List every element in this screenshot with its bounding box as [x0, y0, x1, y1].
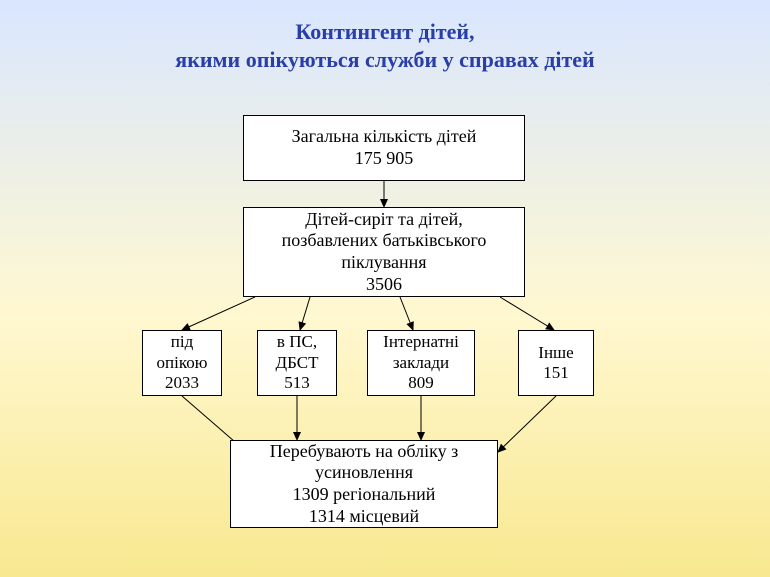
node-text-line: 1309 регіональний [293, 484, 436, 506]
node-text-line: заклади [393, 353, 449, 373]
node-orphans: Дітей-сиріт та дітей,позбавлених батьків… [243, 207, 525, 297]
node-text-line: 513 [284, 373, 310, 393]
arrow-orphans-to-leaf4 [500, 297, 554, 330]
node-text-line: Інтернатні [383, 332, 459, 352]
arrow-orphans-to-leaf1 [182, 297, 255, 330]
node-adoption-registry: Перебувають на обліку зусиновлення1309 р… [230, 440, 498, 528]
node-under-guardianship: підопікою2033 [142, 330, 222, 396]
node-text-line: під [171, 332, 193, 352]
node-text-line: Дітей-сиріт та дітей, [305, 209, 462, 231]
arrow-orphans-to-leaf2 [300, 297, 310, 330]
node-total-children: Загальна кількість дітей175 905 [243, 115, 525, 181]
node-text-line: Загальна кількість дітей [292, 126, 477, 148]
arrow-leaf4-to-bottom [498, 396, 556, 452]
node-text-line: позбавлених батьківського [282, 230, 487, 252]
node-text-line: усиновлення [315, 462, 413, 484]
node-boarding-inst: Інтернатнізаклади809 [367, 330, 475, 396]
node-text-line: 1314 місцевий [309, 506, 419, 528]
node-text-line: 3506 [366, 274, 402, 296]
node-text-line: ДБСТ [276, 353, 319, 373]
node-text-line: в ПС, [277, 332, 317, 352]
node-text-line: 809 [408, 373, 434, 393]
diagram-canvas: Контингент дітей, якими опікуються служб… [0, 0, 770, 577]
title-line-1: Контингент дітей, [295, 19, 474, 44]
node-text-line: 175 905 [355, 148, 414, 170]
node-text-line: піклування [341, 252, 426, 274]
node-text-line: Інше [538, 343, 573, 363]
page-title: Контингент дітей, якими опікуються служб… [0, 18, 770, 73]
node-other: Інше151 [518, 330, 594, 396]
node-foster-dbst: в ПС,ДБСТ513 [257, 330, 337, 396]
arrow-orphans-to-leaf3 [400, 297, 413, 330]
node-text-line: 151 [543, 363, 569, 383]
node-text-line: Перебувають на обліку з [270, 441, 458, 463]
title-line-2: якими опікуються служби у справах дітей [175, 47, 594, 72]
node-text-line: 2033 [165, 373, 199, 393]
node-text-line: опікою [157, 353, 208, 373]
